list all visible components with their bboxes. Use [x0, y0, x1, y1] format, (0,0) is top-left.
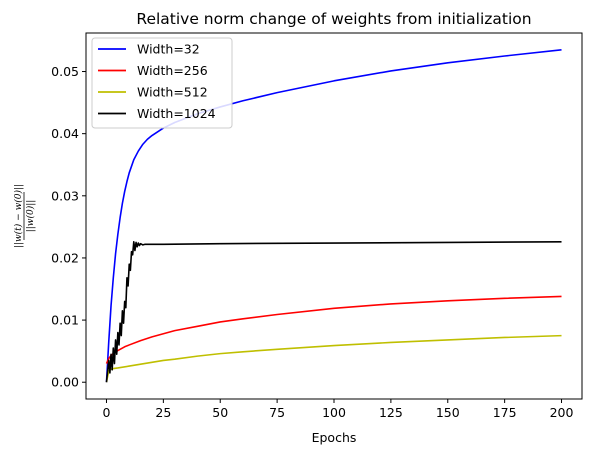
y-tick-label: 0.04 — [51, 126, 79, 141]
legend-label-width-512: Width=512 — [137, 85, 208, 100]
x-axis-label: Epochs — [312, 430, 357, 445]
y-axis: 0.00 0.01 0.02 0.03 0.04 0.05 — [51, 64, 86, 390]
y-tick-label: 0.02 — [51, 250, 79, 265]
x-tick-label: 0 — [103, 405, 111, 420]
series-line-width-256 — [105, 295, 562, 364]
x-tick-label: 50 — [212, 405, 228, 420]
legend-label-width-32: Width=32 — [137, 42, 200, 57]
x-tick-label: 25 — [155, 405, 171, 420]
y-tick-label: 0.01 — [51, 313, 79, 328]
series-line-width-512 — [105, 334, 562, 383]
y-tick-label: 0.00 — [51, 375, 79, 390]
series-line-width-1024 — [105, 240, 562, 383]
x-tick-label: 75 — [269, 405, 285, 420]
chart-title: Relative norm change of weights from ini… — [136, 10, 531, 28]
x-tick-label: 125 — [379, 405, 403, 420]
series-line-width-32 — [105, 48, 562, 383]
legend-label-width-256: Width=256 — [137, 63, 208, 78]
plot-lines — [105, 48, 562, 383]
x-tick-label: 175 — [493, 405, 517, 420]
legend-box — [91, 37, 233, 129]
y-tick-label: 0.03 — [51, 188, 79, 203]
x-tick-label: 200 — [550, 405, 574, 420]
y-axis-label-denominator: ||w(0)|| — [25, 200, 36, 233]
y-tick-label: 0.05 — [51, 64, 79, 79]
legend-label-width-1024: Width=1024 — [137, 106, 216, 121]
y-axis-label: ||w(t) − w(0)|| ||w(0)|| — [13, 184, 36, 248]
y-axis-label-numerator: ||w(t) − w(0)|| — [13, 184, 24, 248]
x-axis: 0 25 50 75 100 125 150 175 200 — [103, 399, 574, 420]
x-tick-label: 150 — [436, 405, 460, 420]
x-tick-label: 100 — [322, 405, 346, 420]
legend: Width=32 Width=256 Width=512 Width=1024 — [91, 37, 233, 129]
